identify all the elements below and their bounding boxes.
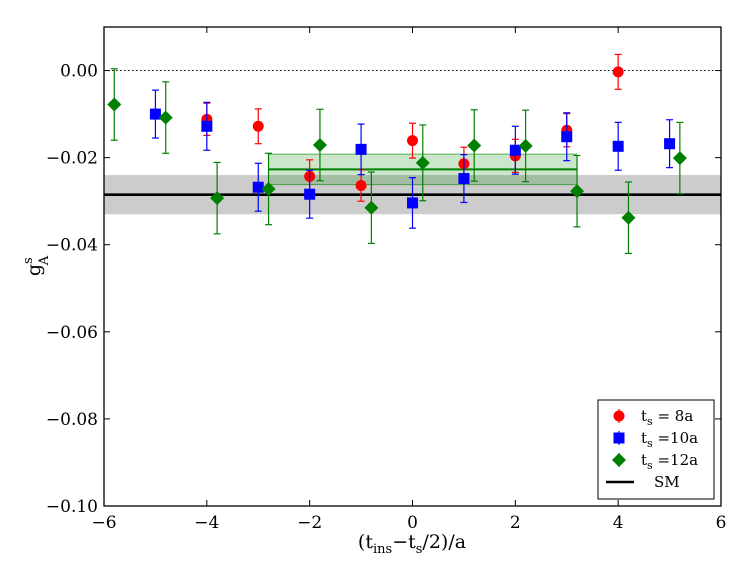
legend-label: ts = 8a bbox=[641, 407, 693, 428]
series-3 bbox=[107, 68, 687, 255]
data-point bbox=[612, 140, 624, 152]
data-point bbox=[561, 131, 573, 143]
data-point bbox=[612, 66, 624, 78]
legend-marker bbox=[613, 410, 625, 422]
data-point bbox=[158, 110, 173, 125]
data-point bbox=[201, 120, 213, 132]
data-point bbox=[355, 180, 367, 192]
x-tick-label: −6 bbox=[91, 513, 116, 533]
data-point bbox=[252, 181, 264, 193]
data-point bbox=[467, 138, 482, 153]
x-axis-label: (tins−ts/2)/a bbox=[358, 531, 466, 557]
legend-label: SM bbox=[654, 473, 680, 491]
x-tick-label: −4 bbox=[194, 513, 219, 533]
data-point bbox=[355, 143, 367, 155]
legend-marker bbox=[613, 432, 625, 444]
data-point bbox=[210, 191, 225, 206]
points-layer bbox=[107, 53, 687, 255]
series-2 bbox=[149, 89, 676, 229]
x-tick-label: 2 bbox=[510, 513, 521, 533]
y-tick-label: −0.10 bbox=[46, 497, 98, 517]
legend-label: ts =12a bbox=[641, 451, 698, 472]
data-point bbox=[415, 155, 430, 170]
data-point bbox=[364, 200, 379, 215]
data-point bbox=[252, 120, 264, 132]
x-tick-label: −2 bbox=[297, 513, 322, 533]
data-point bbox=[407, 135, 418, 147]
y-tick-label: −0.04 bbox=[46, 236, 98, 256]
data-point bbox=[304, 188, 316, 200]
data-point bbox=[621, 210, 636, 225]
data-point bbox=[509, 144, 521, 156]
data-point bbox=[312, 138, 327, 153]
y-tick-label: −0.06 bbox=[46, 323, 98, 343]
data-point bbox=[407, 197, 418, 209]
legend-label: ts =10a bbox=[641, 429, 698, 450]
data-point bbox=[149, 108, 161, 120]
x-tick-label: 4 bbox=[613, 513, 624, 533]
svg-text:gsA: gsA bbox=[21, 255, 52, 276]
ticks-layer: −6 −4 −2 0 2 4 6 0.00 −0.02 −0.04 −0.06 −0.08 −0.10 bbox=[46, 27, 727, 533]
legend-entry-2: ts =10a bbox=[613, 429, 698, 450]
legend-entry-sm: SM bbox=[606, 473, 680, 491]
data-point bbox=[570, 184, 585, 199]
legend-entry-1: ts = 8a bbox=[613, 407, 693, 428]
data-point bbox=[672, 151, 687, 166]
y-tick-label: −0.02 bbox=[46, 149, 98, 169]
data-point bbox=[458, 173, 470, 185]
x-tick-label: 0 bbox=[407, 513, 418, 533]
data-point bbox=[107, 97, 122, 112]
data-point bbox=[664, 138, 676, 150]
data-point bbox=[518, 138, 533, 153]
legend-marker bbox=[612, 453, 626, 467]
y-tick-label: 0.00 bbox=[60, 62, 98, 82]
y-tick-label: −0.08 bbox=[46, 410, 98, 430]
y-axis-label: gsA bbox=[21, 255, 52, 276]
x-tick-label: 6 bbox=[716, 513, 727, 533]
legend-entry-3: ts =12a bbox=[612, 451, 698, 472]
data-point bbox=[261, 181, 276, 196]
